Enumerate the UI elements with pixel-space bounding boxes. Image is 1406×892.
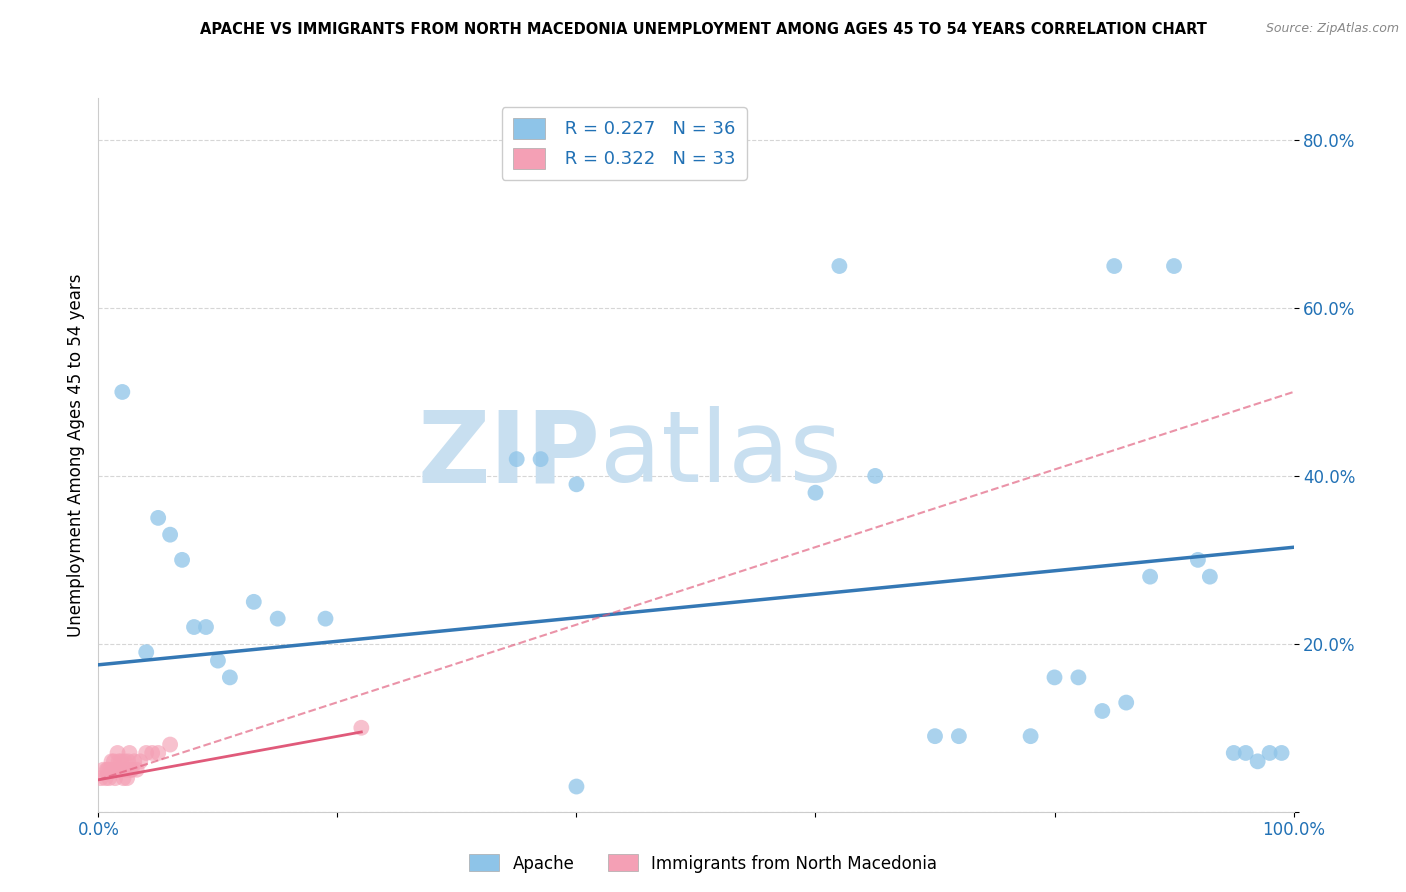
Point [135, 645, 157, 659]
Point [120, 763, 142, 777]
Point [111, 763, 134, 777]
Point [1091, 704, 1114, 718]
Text: atlas: atlas [600, 407, 842, 503]
Legend: Apache, Immigrants from North Macedonia: Apache, Immigrants from North Macedonia [463, 847, 943, 880]
Text: ZIP: ZIP [418, 407, 600, 503]
Point [1271, 746, 1294, 760]
Text: APACHE VS IMMIGRANTS FROM NORTH MACEDONIA UNEMPLOYMENT AMONG AGES 45 TO 54 YEARS: APACHE VS IMMIGRANTS FROM NORTH MACEDONI… [200, 22, 1206, 37]
Point [98, 763, 122, 777]
Point [565, 780, 588, 794]
Point [97, 763, 120, 777]
Point [183, 620, 205, 634]
Point [1102, 259, 1125, 273]
Point [924, 729, 946, 743]
Point [108, 763, 131, 777]
Point [1139, 569, 1161, 583]
Point [863, 469, 886, 483]
Point [207, 654, 229, 668]
Point [125, 763, 148, 777]
Point [114, 755, 136, 769]
Point [1067, 670, 1090, 684]
Point [315, 612, 337, 626]
Point [1198, 569, 1220, 583]
Point [135, 746, 157, 760]
Point [350, 721, 373, 735]
Point [118, 746, 141, 760]
Point [110, 755, 132, 769]
Point [1163, 259, 1185, 273]
Point [129, 755, 152, 769]
Point [948, 729, 970, 743]
Point [1234, 746, 1257, 760]
Point [90, 771, 112, 785]
Point [506, 452, 529, 467]
Point [112, 771, 135, 785]
Point [101, 763, 124, 777]
Point [104, 771, 127, 785]
Point [141, 746, 163, 760]
Point [103, 755, 125, 769]
Point [1043, 670, 1066, 684]
Point [219, 670, 242, 684]
Point [124, 755, 146, 769]
Point [1187, 553, 1209, 567]
Point [243, 595, 266, 609]
Point [148, 511, 170, 525]
Text: Source: ZipAtlas.com: Source: ZipAtlas.com [1265, 22, 1399, 36]
Point [1258, 746, 1281, 760]
Point [1246, 755, 1268, 769]
Point [98, 771, 121, 785]
Point [1222, 746, 1246, 760]
Legend:  R = 0.227   N = 36,  R = 0.322   N = 33: R = 0.227 N = 36, R = 0.322 N = 33 [502, 107, 747, 179]
Point [107, 755, 129, 769]
Point [565, 477, 588, 491]
Point [115, 771, 138, 785]
Point [96, 763, 118, 777]
Point [1019, 729, 1042, 743]
Point [105, 763, 128, 777]
Point [111, 384, 134, 399]
Point [115, 763, 138, 777]
Point [121, 763, 143, 777]
Point [148, 746, 170, 760]
Point [100, 755, 122, 769]
Point [529, 452, 551, 467]
Point [94, 771, 117, 785]
Point [267, 612, 290, 626]
Point [1115, 696, 1137, 710]
Point [159, 527, 181, 541]
Point [194, 620, 217, 634]
Point [828, 259, 851, 273]
Point [91, 763, 114, 777]
Point [172, 553, 194, 567]
Point [107, 746, 129, 760]
Point [159, 738, 181, 752]
Point [804, 485, 827, 500]
Y-axis label: Unemployment Among Ages 45 to 54 years: Unemployment Among Ages 45 to 54 years [66, 273, 84, 637]
Point [117, 755, 139, 769]
